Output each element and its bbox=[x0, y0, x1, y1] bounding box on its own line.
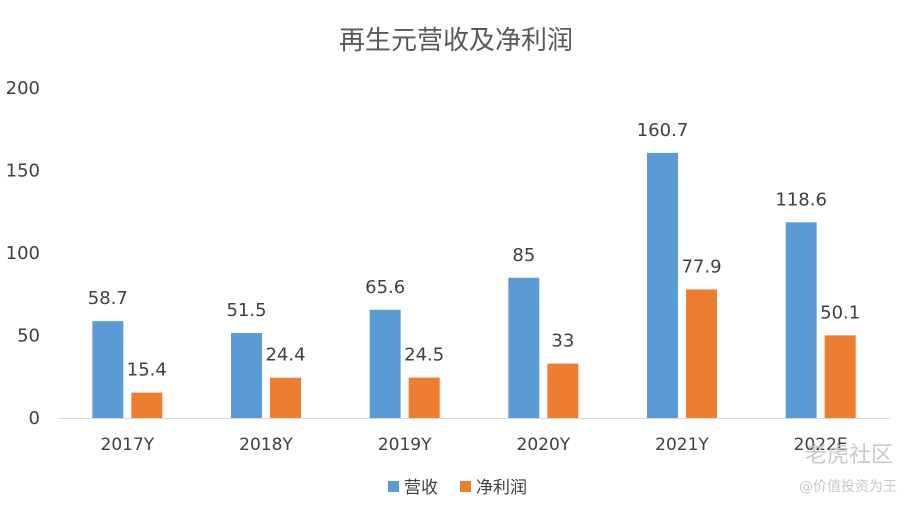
data-label: 51.5 bbox=[226, 300, 266, 321]
data-label: 50.1 bbox=[820, 302, 860, 323]
data-label: 118.6 bbox=[775, 189, 827, 210]
y-tick-label: 100 bbox=[6, 243, 40, 264]
data-label: 65.6 bbox=[365, 277, 405, 298]
data-label: 85 bbox=[512, 245, 535, 266]
x-tick-label: 2020Y bbox=[517, 435, 571, 455]
bar-revenue bbox=[785, 222, 817, 418]
bar-revenue bbox=[231, 333, 262, 418]
chart-title: 再生元营收及净利润 bbox=[339, 26, 573, 56]
x-axis: 2017Y 2018Y 2019Y 2020Y 2021Y 2022E bbox=[58, 418, 890, 455]
y-tick-label: 200 bbox=[6, 78, 40, 99]
x-tick-label: 2019Y bbox=[378, 435, 432, 455]
y-tick-label: 150 bbox=[6, 161, 40, 182]
legend-label: 营收 bbox=[404, 478, 438, 498]
data-label: 77.9 bbox=[681, 256, 721, 277]
x-tick-label: 2021Y bbox=[655, 435, 709, 455]
legend-swatch bbox=[388, 481, 399, 492]
data-label: 24.4 bbox=[265, 345, 305, 366]
data-label: 58.7 bbox=[88, 288, 128, 309]
bar-revenue bbox=[508, 277, 540, 418]
data-label: 24.5 bbox=[404, 345, 444, 366]
y-tick-label: 0 bbox=[29, 408, 40, 429]
legend-swatch bbox=[460, 481, 471, 492]
watermark-brand: 老虎社区 bbox=[805, 443, 893, 468]
data-label: 15.4 bbox=[127, 360, 167, 381]
bar-net-profit bbox=[270, 377, 301, 418]
bar-revenue bbox=[647, 152, 678, 418]
watermark-handle: @价值投资为王 bbox=[799, 479, 897, 495]
bar-net-profit bbox=[824, 335, 856, 418]
bar-net-profit bbox=[408, 377, 440, 418]
x-tick-label: 2017Y bbox=[101, 435, 155, 455]
y-axis: 0 50 100 150 200 bbox=[6, 78, 40, 429]
data-label: 33 bbox=[551, 331, 574, 352]
bar-net-profit bbox=[686, 289, 717, 418]
y-tick-label: 50 bbox=[17, 326, 40, 347]
legend-label: 净利润 bbox=[476, 478, 527, 498]
bar-net-profit bbox=[131, 392, 163, 418]
data-label: 160.7 bbox=[637, 120, 689, 141]
bar-revenue bbox=[369, 309, 401, 418]
bar-revenue bbox=[92, 321, 124, 418]
watermark: 老虎社区 @价值投资为王 bbox=[799, 443, 897, 495]
x-tick-label: 2018Y bbox=[239, 435, 293, 455]
bars: 58.7 15.4 51.5 24.4 65.6 24.5 85 33 160.7 77.9 118… bbox=[88, 120, 860, 418]
x-tick-label: 2022E bbox=[794, 435, 848, 455]
bar-net-profit bbox=[547, 363, 579, 418]
legend: 营收 净利润 bbox=[388, 478, 527, 498]
